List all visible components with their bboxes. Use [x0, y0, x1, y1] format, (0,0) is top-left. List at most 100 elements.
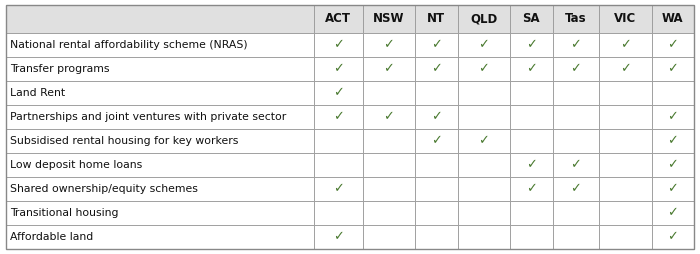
Bar: [6, 33, 314, 57]
Bar: [552, 81, 599, 105]
Text: ✓: ✓: [570, 62, 581, 75]
Text: Shared ownership/equity schemes: Shared ownership/equity schemes: [10, 184, 198, 194]
Text: ✓: ✓: [333, 230, 344, 244]
Bar: [314, 5, 363, 33]
Text: Low deposit home loans: Low deposit home loans: [10, 160, 142, 170]
Bar: [652, 81, 694, 105]
Bar: [510, 33, 552, 57]
Bar: [652, 153, 694, 177]
Bar: [415, 153, 458, 177]
Bar: [652, 33, 694, 57]
Bar: [599, 81, 652, 105]
Text: ✓: ✓: [479, 62, 489, 75]
Bar: [552, 129, 599, 153]
Text: ✓: ✓: [333, 62, 344, 75]
Bar: [415, 81, 458, 105]
Text: ✓: ✓: [667, 207, 678, 219]
Bar: [510, 153, 552, 177]
Text: Partnerships and joint ventures with private sector: Partnerships and joint ventures with pri…: [10, 112, 286, 122]
Bar: [652, 105, 694, 129]
Bar: [363, 57, 415, 81]
Text: ✓: ✓: [620, 39, 631, 52]
Bar: [599, 201, 652, 225]
Bar: [599, 177, 652, 201]
Bar: [599, 57, 652, 81]
Bar: [314, 33, 363, 57]
Bar: [458, 225, 510, 249]
Bar: [652, 225, 694, 249]
Text: ACT: ACT: [326, 12, 351, 25]
Text: QLD: QLD: [470, 12, 498, 25]
Text: ✓: ✓: [526, 158, 537, 171]
Bar: [415, 57, 458, 81]
Bar: [314, 201, 363, 225]
Bar: [314, 225, 363, 249]
Bar: [415, 105, 458, 129]
Text: ✓: ✓: [526, 62, 537, 75]
Bar: [599, 225, 652, 249]
Bar: [458, 33, 510, 57]
Bar: [415, 201, 458, 225]
Bar: [314, 153, 363, 177]
Bar: [6, 57, 314, 81]
Bar: [652, 177, 694, 201]
Bar: [363, 177, 415, 201]
Bar: [458, 105, 510, 129]
Bar: [314, 81, 363, 105]
Bar: [599, 129, 652, 153]
Bar: [363, 105, 415, 129]
Bar: [363, 33, 415, 57]
Text: ✓: ✓: [479, 39, 489, 52]
Text: ✓: ✓: [333, 39, 344, 52]
Bar: [314, 105, 363, 129]
Text: Transfer programs: Transfer programs: [10, 64, 109, 74]
Bar: [415, 129, 458, 153]
Bar: [458, 57, 510, 81]
Text: ✓: ✓: [667, 135, 678, 148]
Bar: [510, 5, 552, 33]
Bar: [458, 129, 510, 153]
Bar: [6, 105, 314, 129]
Text: ✓: ✓: [570, 183, 581, 196]
Bar: [314, 177, 363, 201]
Bar: [458, 177, 510, 201]
Bar: [6, 5, 314, 33]
Text: ✓: ✓: [479, 135, 489, 148]
Bar: [652, 129, 694, 153]
Bar: [599, 105, 652, 129]
Bar: [552, 105, 599, 129]
Text: WA: WA: [662, 12, 684, 25]
Text: ✓: ✓: [333, 110, 344, 123]
Bar: [6, 177, 314, 201]
Bar: [510, 201, 552, 225]
Bar: [363, 225, 415, 249]
Bar: [510, 81, 552, 105]
Bar: [415, 33, 458, 57]
Text: ✓: ✓: [384, 110, 394, 123]
Text: VIC: VIC: [614, 12, 636, 25]
Text: Tas: Tas: [565, 12, 587, 25]
Bar: [314, 129, 363, 153]
Text: SA: SA: [522, 12, 540, 25]
Bar: [415, 177, 458, 201]
Bar: [652, 201, 694, 225]
Bar: [363, 81, 415, 105]
Text: Land Rent: Land Rent: [10, 88, 65, 98]
Bar: [552, 225, 599, 249]
Bar: [552, 201, 599, 225]
Bar: [552, 57, 599, 81]
Bar: [510, 225, 552, 249]
Text: ✓: ✓: [526, 183, 537, 196]
Text: ✓: ✓: [667, 110, 678, 123]
Bar: [6, 225, 314, 249]
Bar: [314, 57, 363, 81]
Bar: [652, 57, 694, 81]
Text: ✓: ✓: [667, 230, 678, 244]
Bar: [458, 153, 510, 177]
Bar: [510, 105, 552, 129]
Bar: [363, 153, 415, 177]
Text: ✓: ✓: [570, 158, 581, 171]
Text: ✓: ✓: [384, 39, 394, 52]
Text: Affordable land: Affordable land: [10, 232, 93, 242]
Bar: [6, 153, 314, 177]
